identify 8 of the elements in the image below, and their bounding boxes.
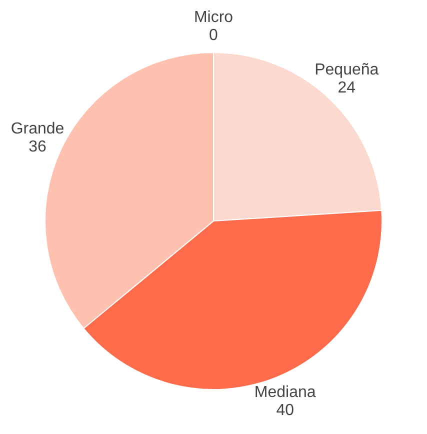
category-label: Micro — [194, 8, 234, 26]
text: 0 — [209, 26, 218, 44]
data-label: 36 — [28, 138, 47, 156]
slice-label: Pequeña — [314, 62, 379, 79]
data-label: 40 — [276, 402, 294, 420]
slice-label: Mediana — [254, 384, 316, 402]
slice-label: Grande — [10, 120, 64, 138]
data-label: 24 — [338, 80, 356, 97]
